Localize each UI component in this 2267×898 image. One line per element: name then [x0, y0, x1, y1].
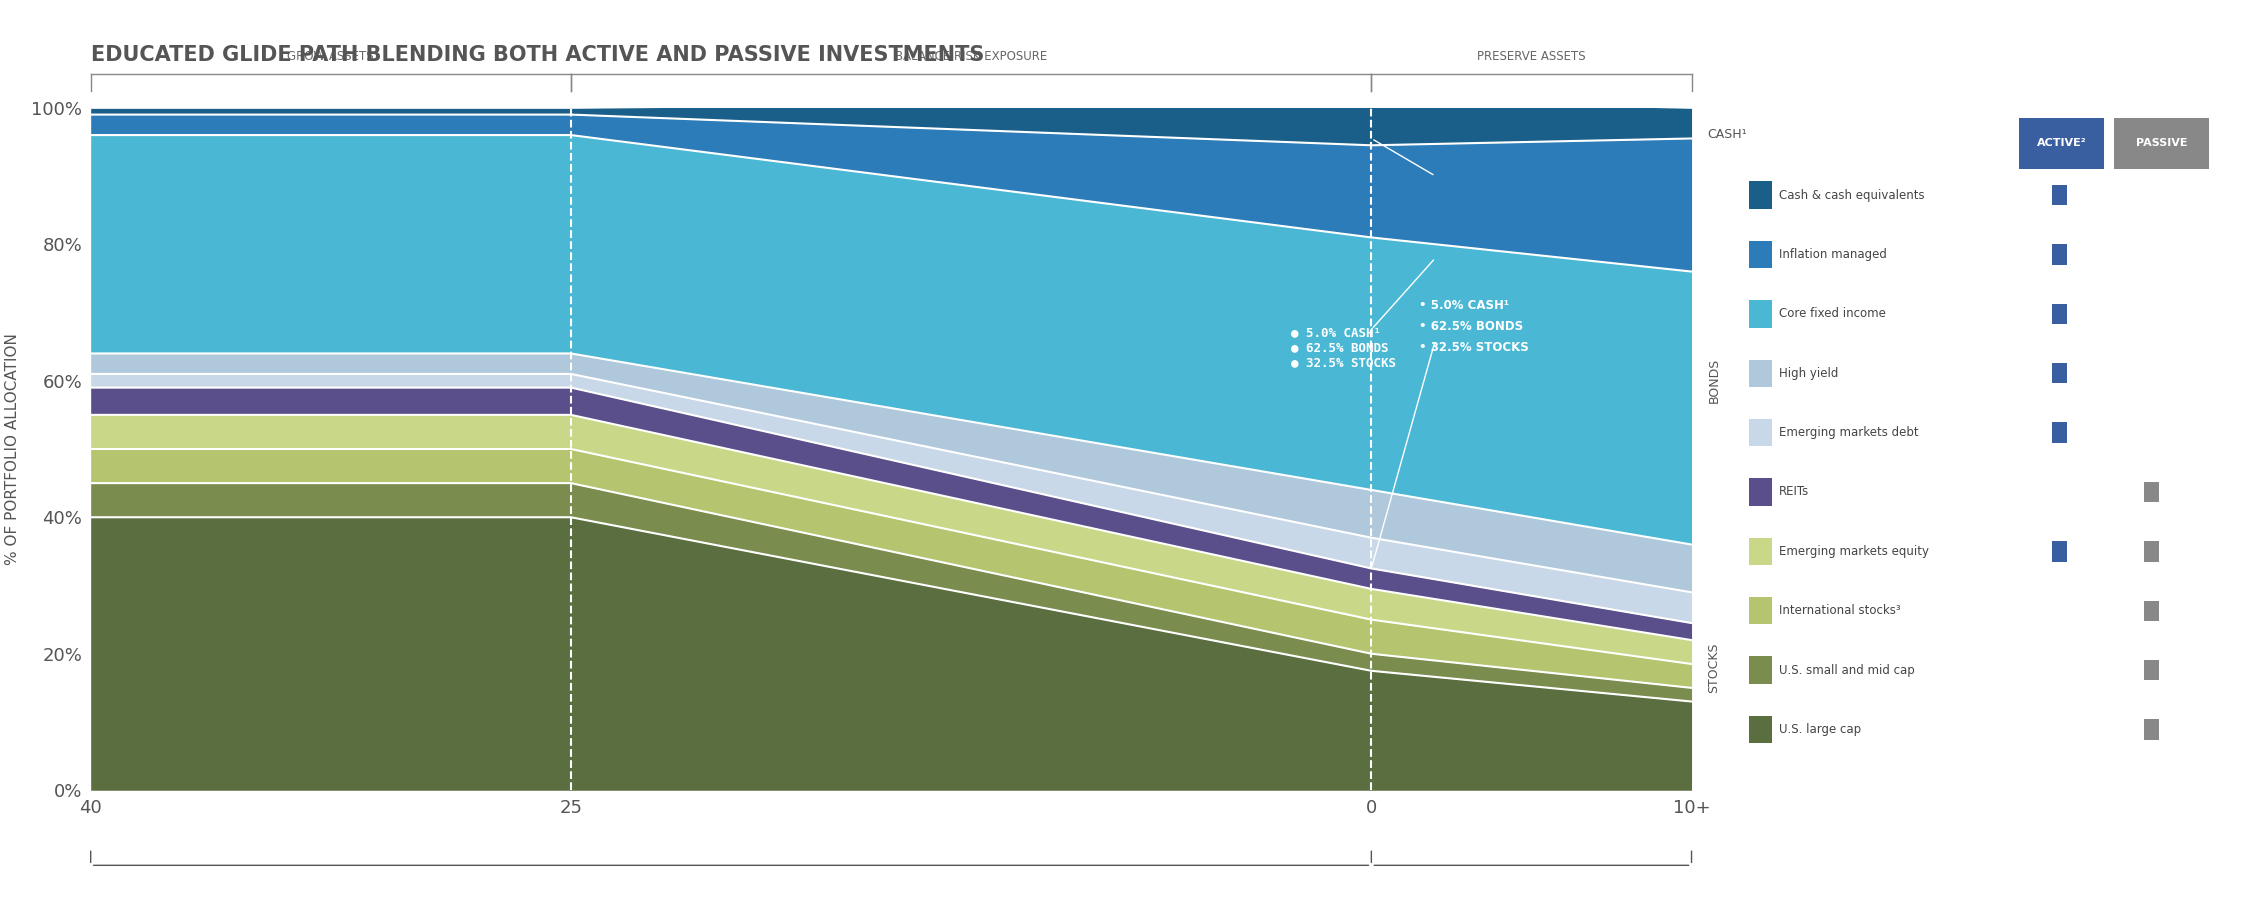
Text: STOCKS: STOCKS: [1707, 642, 1721, 692]
Text: U.S. small and mid cap: U.S. small and mid cap: [1780, 664, 1916, 676]
Bar: [2145, 719, 2158, 740]
Text: Emerging markets equity: Emerging markets equity: [1780, 545, 1929, 558]
Text: PRESERVE ASSETS: PRESERVE ASSETS: [1478, 50, 1585, 64]
Bar: [2020, 118, 2104, 169]
Bar: [1750, 538, 1771, 565]
Bar: [1750, 181, 1771, 208]
Bar: [2145, 601, 2158, 621]
Bar: [2145, 660, 2158, 681]
Text: GROW ASSETS: GROW ASSETS: [288, 50, 374, 64]
Bar: [1750, 597, 1771, 624]
Bar: [2052, 185, 2068, 206]
Text: International stocks³: International stocks³: [1780, 604, 1900, 617]
Text: REITs: REITs: [1780, 486, 1809, 498]
Text: CASH¹: CASH¹: [1707, 128, 1748, 141]
Bar: [1750, 241, 1771, 269]
Text: • 5.0% CASH¹
• 62.5% BONDS
• 32.5% STOCKS: • 5.0% CASH¹ • 62.5% BONDS • 32.5% STOCK…: [1419, 299, 1530, 354]
Bar: [1750, 479, 1771, 506]
Text: High yield: High yield: [1780, 366, 1839, 380]
Text: Emerging markets debt: Emerging markets debt: [1780, 427, 1918, 439]
Bar: [1750, 300, 1771, 328]
Bar: [2145, 541, 2158, 561]
Bar: [2052, 422, 2068, 443]
Bar: [2052, 363, 2068, 383]
Text: BALANCE RISK EXPOSURE: BALANCE RISK EXPOSURE: [895, 50, 1047, 64]
Bar: [2052, 244, 2068, 265]
Text: EDUCATED GLIDE PATH BLENDING BOTH ACTIVE AND PASSIVE INVESTMENTS: EDUCATED GLIDE PATH BLENDING BOTH ACTIVE…: [91, 45, 984, 65]
Bar: [1750, 359, 1771, 387]
Bar: [2115, 118, 2210, 169]
Text: PASSIVE: PASSIVE: [2136, 138, 2188, 148]
Y-axis label: % OF PORTFOLIO ALLOCATION: % OF PORTFOLIO ALLOCATION: [5, 333, 20, 565]
Bar: [1750, 656, 1771, 683]
Text: ACTIVE²: ACTIVE²: [2038, 138, 2086, 148]
Text: Inflation managed: Inflation managed: [1780, 248, 1886, 261]
Text: U.S. large cap: U.S. large cap: [1780, 723, 1861, 736]
Text: Core fixed income: Core fixed income: [1780, 307, 1886, 321]
Bar: [1750, 716, 1771, 744]
Text: ● 5.0% CASH¹
● 62.5% BONDS
● 32.5% STOCKS: ● 5.0% CASH¹ ● 62.5% BONDS ● 32.5% STOCK…: [1292, 326, 1396, 369]
Bar: [2052, 541, 2068, 561]
Bar: [2052, 304, 2068, 324]
Text: BONDS: BONDS: [1707, 358, 1721, 403]
Bar: [1750, 419, 1771, 446]
Text: Cash & cash equivalents: Cash & cash equivalents: [1780, 189, 1925, 202]
Bar: [2145, 481, 2158, 502]
